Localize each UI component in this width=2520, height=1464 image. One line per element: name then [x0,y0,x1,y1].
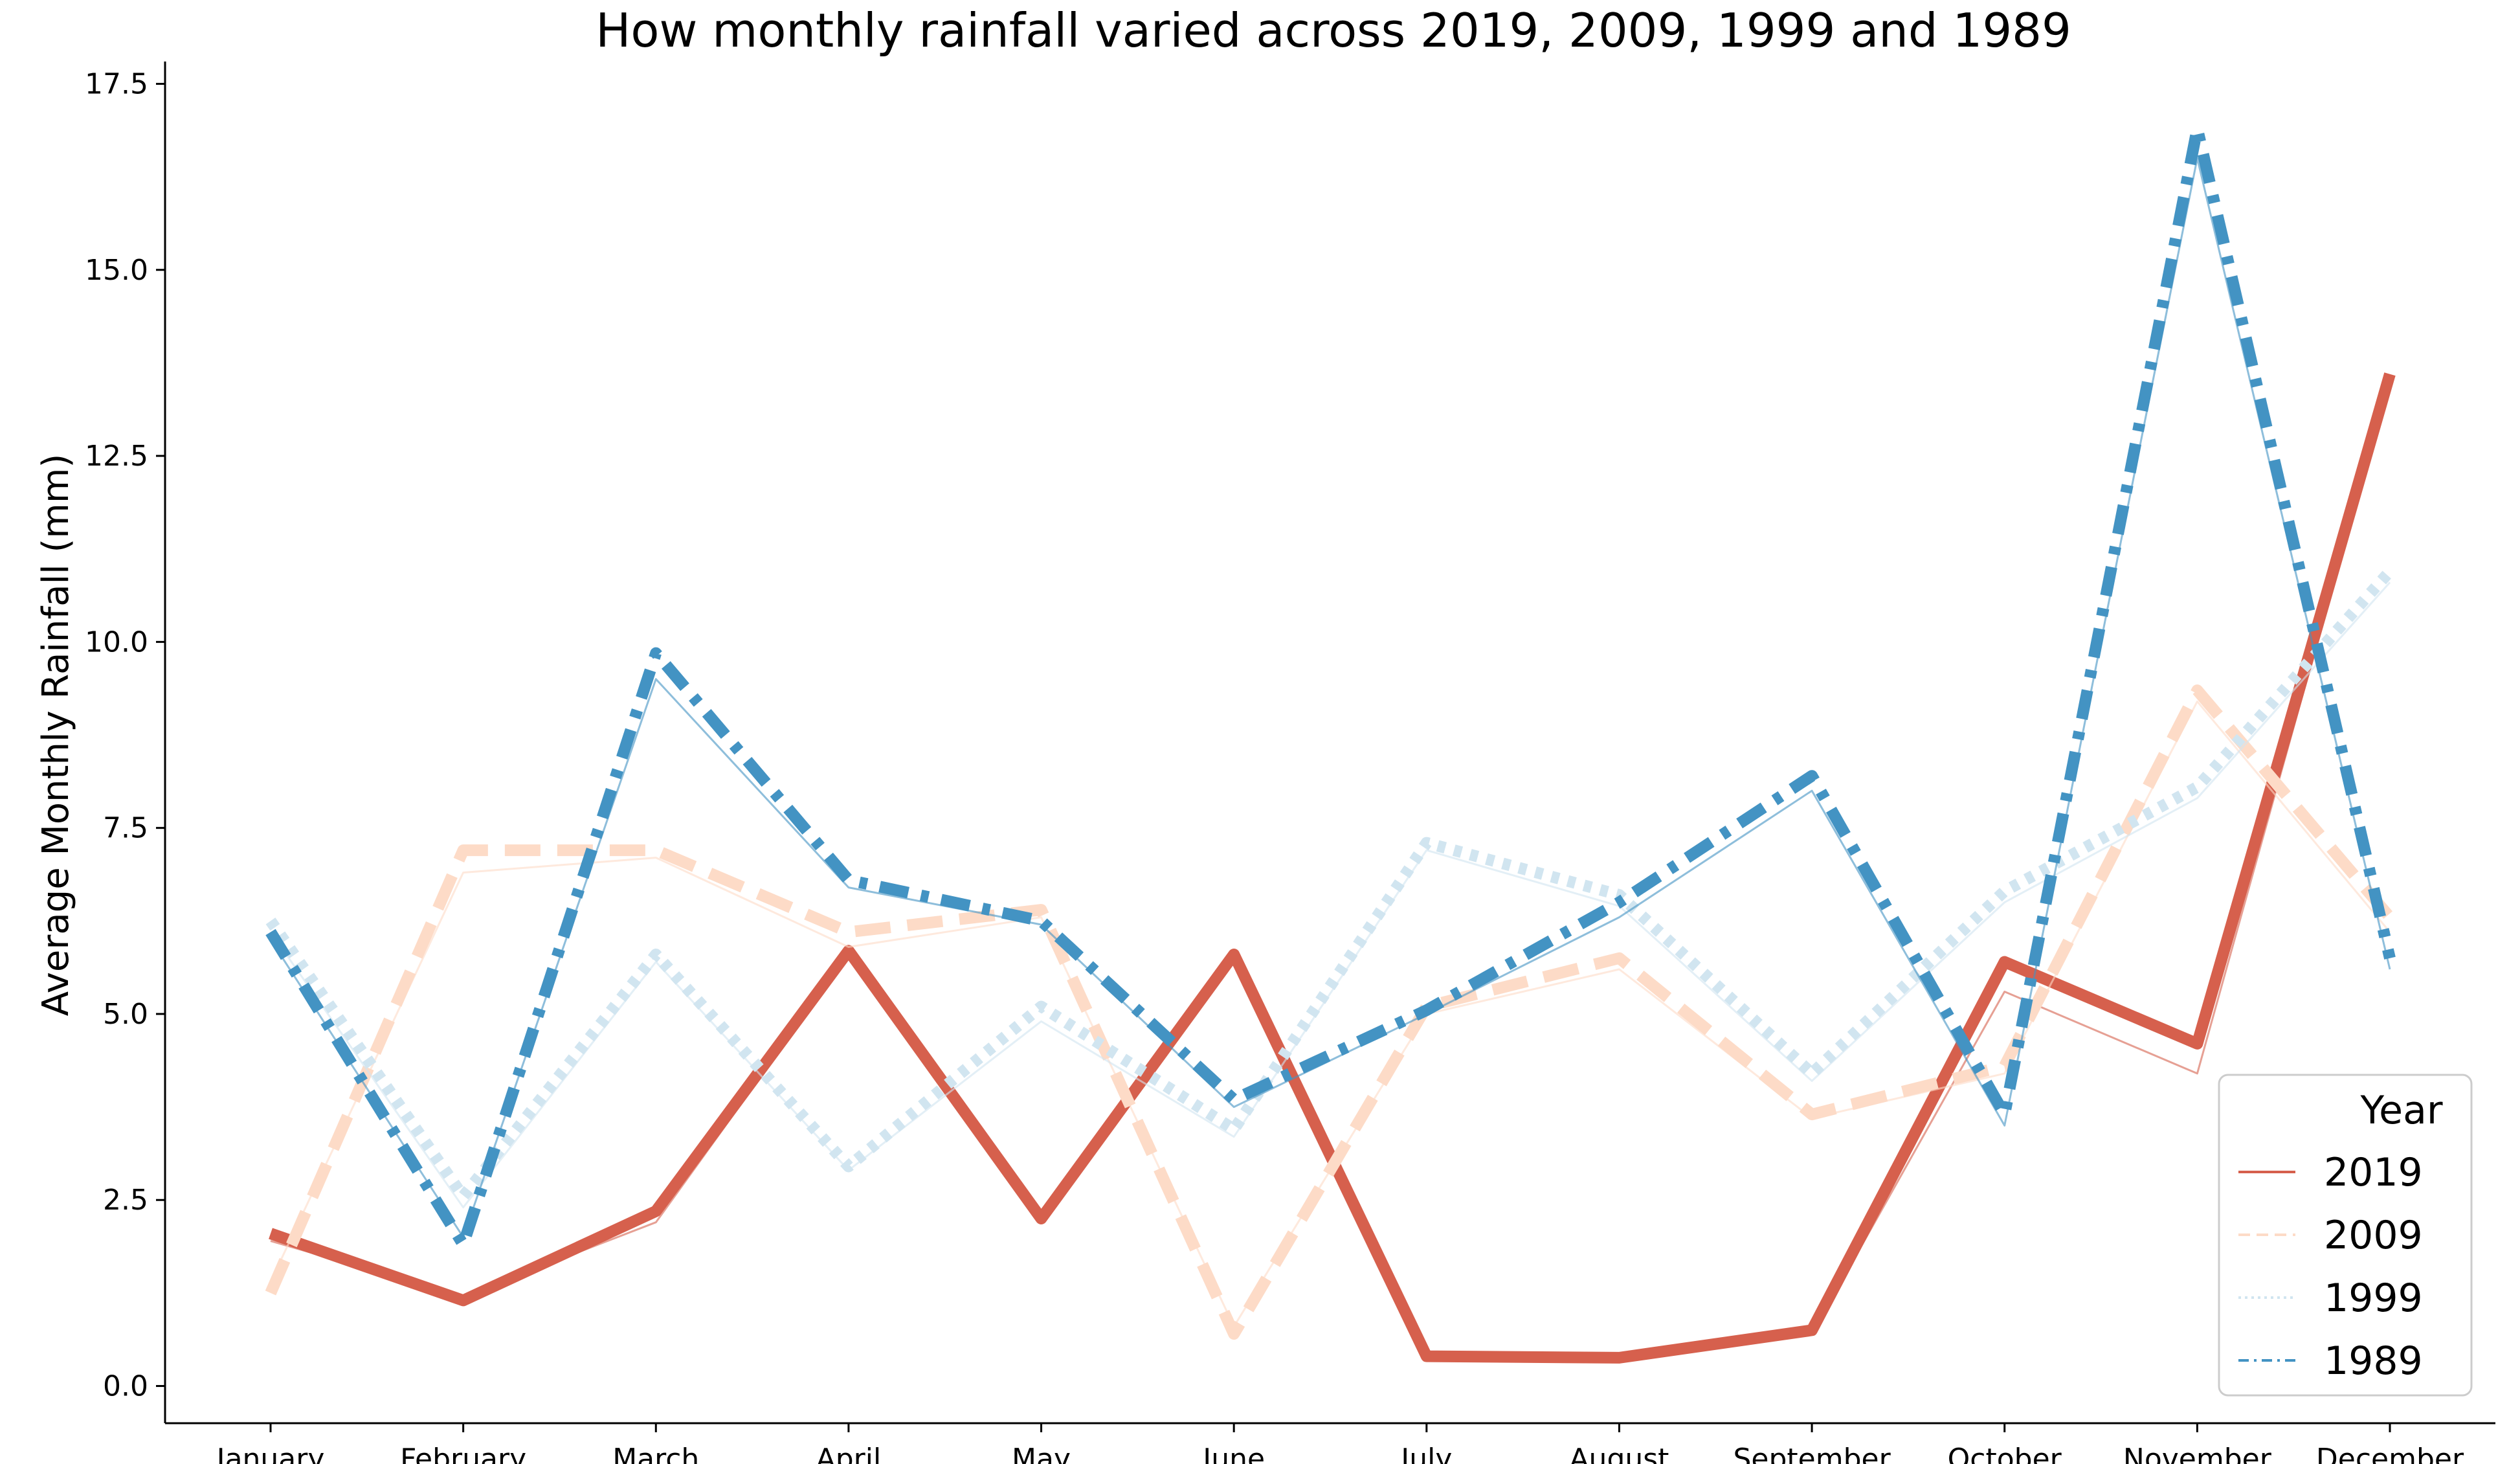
x-tick-label: October [1948,1443,2062,1464]
x-tick-label: November [2123,1443,2272,1464]
legend-label-1999: 1999 [2324,1276,2423,1321]
x-tick-label: September [1733,1443,1891,1464]
x-tick-label: January [215,1443,325,1464]
legend-label-1989: 1989 [2324,1338,2423,1384]
legend-items: 2019 2009 1999 1989 [2238,1150,2423,1384]
series-1989-line [265,122,2396,1251]
series-2019-line [269,372,2396,1364]
x-tick-label: March [612,1443,699,1464]
series-layer [265,122,2396,1364]
legend-label-2009: 2009 [2324,1213,2423,1258]
legend-title: Year [2359,1088,2442,1133]
legend: Year 2019 2009 1999 1989 [2218,1074,2473,1397]
chart-title: How monthly rainfall varied across 2019,… [596,3,2071,58]
x-tick-label: April [816,1443,882,1464]
y-axis-ticks: 0.0 2.5 5.0 7.5 10.0 12.5 15.0 17.5 [85,67,165,1403]
y-tick-label: 15.0 [85,254,148,287]
x-tick-label: May [1012,1443,1071,1464]
y-tick-label: 12.5 [85,440,148,473]
y-tick-label: 7.5 [103,812,148,845]
legend-frame [2218,1074,2473,1397]
y-tick-label: 0.0 [103,1370,148,1403]
y-tick-label: 10.0 [85,625,148,659]
series-1989-thin-line [269,157,2391,1239]
series-1999-thin-line [269,581,2391,1209]
legend-label-2019: 2019 [2324,1150,2423,1195]
x-tick-label: August [1569,1443,1669,1464]
x-tick-label: July [1399,1443,1452,1464]
series-2009-line [265,684,2394,1340]
y-axis-label: Average Monthly Rainfall (mm) [35,454,77,1017]
y-tick-label: 17.5 [85,67,148,100]
series-1999-line [265,567,2394,1202]
y-tick-label: 2.5 [103,1184,148,1217]
x-axis-ticks: January February March April May June July Augu… [215,1423,2464,1464]
x-tick-label: February [400,1443,526,1464]
x-tick-label: December [2316,1443,2464,1464]
y-tick-label: 5.0 [103,998,148,1031]
x-tick-label: June [1201,1443,1265,1464]
